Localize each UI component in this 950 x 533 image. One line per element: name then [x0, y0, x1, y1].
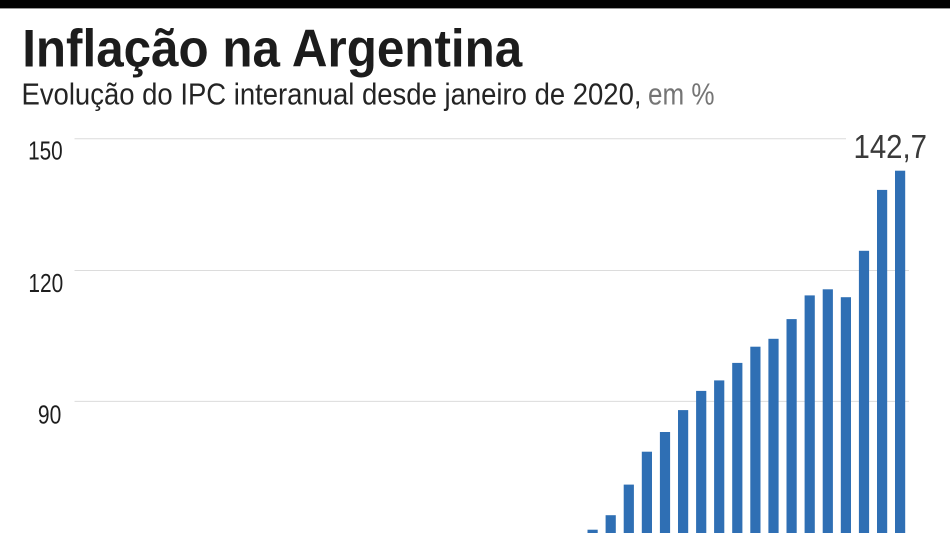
svg-text:em %: em % — [648, 77, 715, 112]
svg-text:142,7: 142,7 — [854, 128, 928, 165]
svg-text:90: 90 — [38, 401, 61, 429]
svg-text:Inflação na Argentina: Inflação na Argentina — [22, 20, 522, 79]
svg-text:150: 150 — [28, 137, 63, 165]
svg-text:120: 120 — [28, 270, 63, 298]
svg-text:Evolução do IPC interanual des: Evolução do IPC interanual desde janeiro… — [22, 77, 642, 112]
